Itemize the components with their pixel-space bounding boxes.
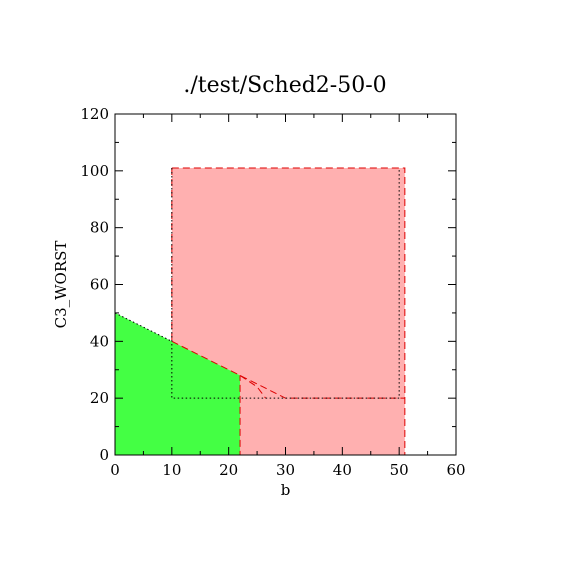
series-line-4 xyxy=(171,167,400,399)
y-tick-label: 20 xyxy=(90,389,109,407)
region-region-pink-0 xyxy=(171,167,405,455)
series-line-2 xyxy=(239,375,267,399)
x-tick-label: 30 xyxy=(276,461,295,479)
y-tick-label: 120 xyxy=(80,105,109,123)
x-axis-label: b xyxy=(281,481,291,499)
chart-title: ./test/Sched2-50-0 xyxy=(183,73,386,98)
x-tick-label: 60 xyxy=(446,461,465,479)
series-line-1 xyxy=(171,340,405,399)
series-line-5 xyxy=(114,312,173,342)
y-tick-label: 60 xyxy=(90,276,109,294)
y-tick-label: 40 xyxy=(90,332,109,350)
x-tick-label: 50 xyxy=(390,461,409,479)
x-tick-label: 10 xyxy=(162,461,181,479)
axis-ticks: 0 10 20 30 40 50 60 0 20 40 60 80 100 120 xyxy=(80,105,465,479)
x-tick-label: 0 xyxy=(110,461,120,479)
y-tick-label: 0 xyxy=(99,446,109,464)
y-tick-label: 80 xyxy=(90,219,109,237)
plot-regions xyxy=(115,167,405,455)
x-tick-label: 20 xyxy=(219,461,238,479)
y-axis-label: C3_WORST xyxy=(52,241,70,329)
x-tick-label: 40 xyxy=(333,461,352,479)
region-feasible-green-0 xyxy=(115,312,241,455)
y-tick-label: 100 xyxy=(80,162,109,180)
